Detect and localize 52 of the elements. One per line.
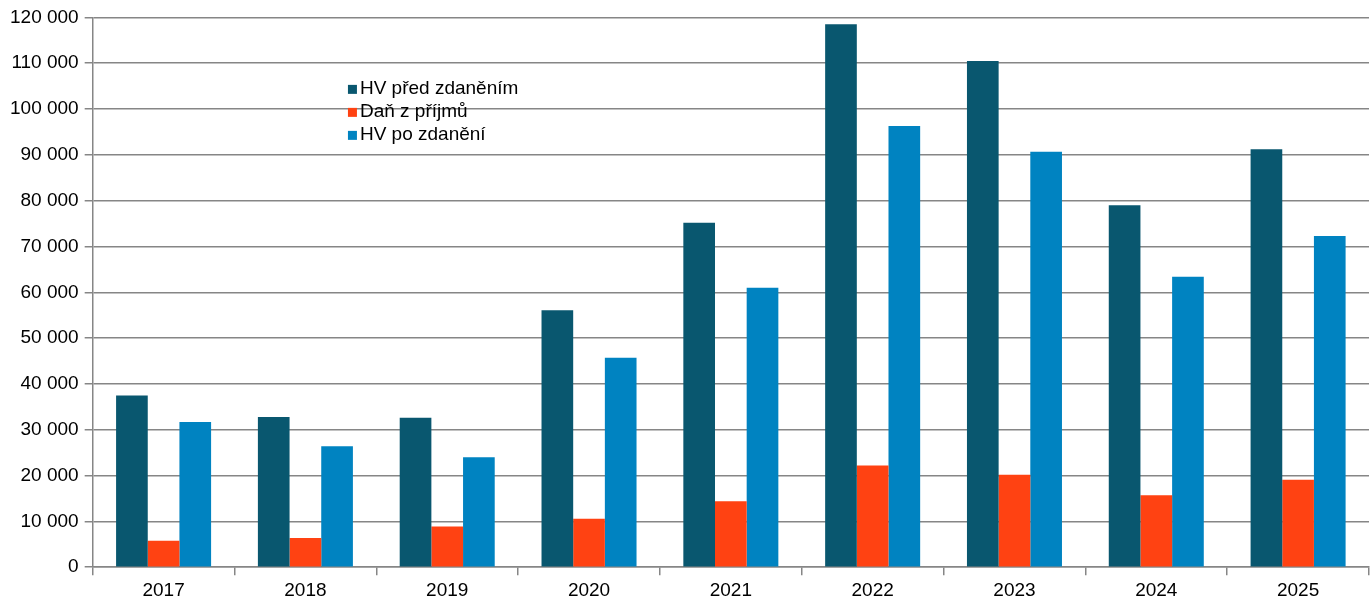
x-tick-label: 2020	[567, 578, 611, 600]
y-tick-label: 40 000	[20, 372, 79, 394]
y-tick-label: 0	[68, 555, 79, 577]
bar	[1172, 276, 1204, 567]
bar	[147, 540, 180, 567]
bar	[321, 446, 353, 567]
bar	[856, 465, 889, 567]
y-tick-label: 100 000	[9, 97, 79, 119]
legend-label: HV před zdaněním	[359, 77, 519, 99]
y-tick-label: 10 000	[20, 509, 79, 531]
bar	[1313, 235, 1346, 567]
x-tick-label: 2021	[709, 578, 752, 600]
y-tick-label: 60 000	[20, 280, 79, 302]
bar	[683, 222, 715, 567]
y-tick-label: 110 000	[11, 51, 79, 73]
legend-label: HV po zdanění	[359, 123, 487, 145]
x-tick-label: 2019	[426, 578, 469, 600]
y-tick-label: 50 000	[20, 326, 79, 348]
bar	[1140, 495, 1173, 567]
x-tick-label: 2017	[142, 578, 185, 600]
y-tick-label: 80 000	[20, 188, 79, 210]
bar	[888, 125, 921, 567]
bar	[825, 24, 857, 567]
bar	[116, 395, 148, 567]
bar	[257, 416, 290, 567]
bar	[399, 417, 432, 567]
bar	[541, 310, 574, 567]
bar	[289, 537, 322, 567]
bar	[746, 287, 779, 567]
bar	[1282, 479, 1314, 567]
x-tick-label: 2024	[1135, 578, 1178, 600]
bar	[604, 357, 637, 567]
bar	[179, 421, 212, 567]
bar	[573, 518, 605, 567]
x-tick-label: 2023	[993, 578, 1036, 600]
y-tick-label: 70 000	[20, 234, 79, 256]
bar	[431, 526, 464, 567]
bar	[715, 501, 747, 567]
bar	[1030, 151, 1062, 567]
bar	[1250, 149, 1283, 567]
legend-label: Daň z příjmů	[359, 100, 468, 122]
bar	[463, 457, 495, 567]
x-tick-label: 2018	[284, 578, 327, 600]
bar	[966, 60, 999, 567]
x-tick-label: 2025	[1276, 578, 1320, 600]
x-tick-label: 2022	[851, 578, 894, 600]
y-tick-label: 30 000	[20, 417, 79, 439]
y-tick-label: 120 000	[9, 5, 79, 27]
bar	[998, 474, 1031, 567]
y-tick-label: 20 000	[20, 463, 79, 485]
y-tick-label: 90 000	[20, 143, 79, 165]
bar	[1108, 205, 1141, 567]
